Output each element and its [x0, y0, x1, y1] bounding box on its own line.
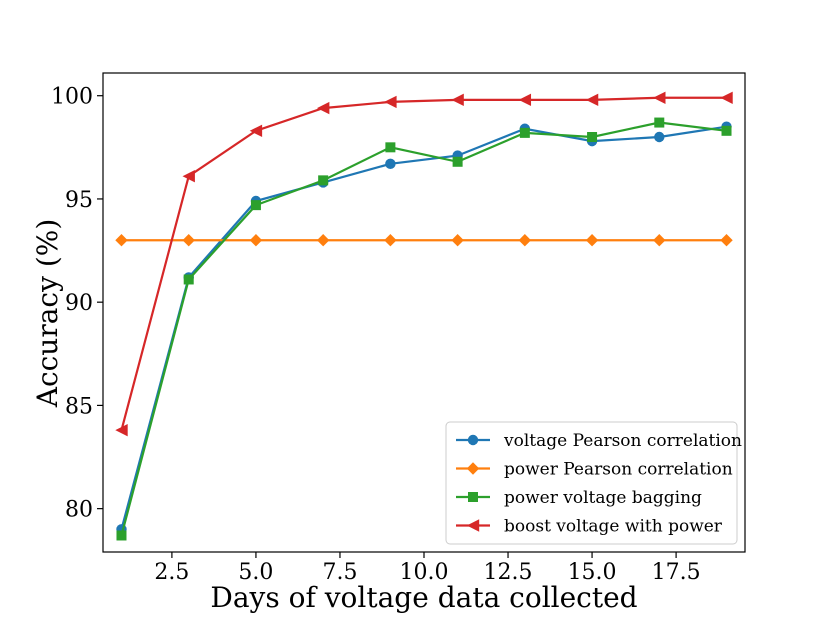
- data-point: [385, 142, 396, 153]
- data-point: [653, 234, 666, 247]
- x-tick-label: 2.5: [154, 560, 189, 585]
- data-point: [585, 234, 599, 247]
- x-tick-label: 7.5: [322, 560, 357, 585]
- data-point: [318, 175, 329, 186]
- data-point: [518, 234, 532, 247]
- legend-marker: [468, 492, 478, 502]
- data-point: [115, 234, 128, 247]
- legend: voltage Pearson correlation power Pearson…: [445, 421, 742, 545]
- data-point: [182, 234, 195, 247]
- legend-marker: [466, 462, 480, 475]
- data-point: [587, 132, 598, 143]
- data-point: [518, 93, 532, 107]
- data-point: [653, 91, 666, 104]
- x-tick-label: 10.0: [400, 560, 449, 585]
- plot-area: 2.5 5.0 7.5 10.0 12.5 15.0 17.5 80 85 90 95 100: [51, 72, 746, 585]
- legend-label: power voltage bagging: [504, 488, 702, 508]
- data-point: [654, 117, 665, 128]
- data-point: [249, 124, 263, 138]
- y-tick-label: 95: [65, 188, 93, 213]
- data-point: [654, 131, 665, 143]
- x-tick-label: 12.5: [484, 560, 533, 585]
- y-tick-label: 80: [65, 498, 93, 523]
- data-point: [721, 125, 732, 136]
- data-point: [452, 156, 463, 167]
- series-line: [120, 96, 727, 431]
- x-tick-label: 17.5: [652, 560, 701, 585]
- data-point: [451, 93, 464, 107]
- legend-label: boost voltage with power: [504, 517, 723, 537]
- series-line: [120, 121, 727, 536]
- data-point: [250, 200, 261, 211]
- data-point: [384, 95, 397, 109]
- x-tick-label: 5.0: [238, 560, 273, 585]
- data-point: [316, 101, 330, 115]
- data-point: [451, 234, 464, 247]
- legend-label: voltage Pearson correlation: [503, 431, 742, 451]
- y-tick-label: 90: [65, 291, 93, 316]
- data-point: [249, 234, 263, 247]
- data-point: [720, 91, 733, 104]
- data-point: [585, 93, 599, 107]
- x-tick-label: 15.0: [568, 560, 617, 585]
- y-tick-label: 100: [51, 85, 93, 110]
- legend-marker: [467, 434, 479, 446]
- y-axis-title: Accuracy (%): [31, 219, 64, 409]
- y-tick-label: 85: [65, 394, 93, 419]
- data-point: [385, 158, 396, 170]
- data-point: [384, 234, 397, 247]
- data-point: [116, 530, 127, 541]
- legend-label: power Pearson correlation: [504, 460, 733, 480]
- data-point: [316, 234, 330, 247]
- data-point: [182, 170, 195, 183]
- x-axis-title: Days of voltage data collected: [210, 581, 637, 614]
- data-point: [720, 234, 733, 247]
- legend-marker: [466, 519, 480, 532]
- data-point: [519, 127, 530, 138]
- data-point: [183, 274, 194, 285]
- legend-box: [445, 421, 738, 545]
- data-point: [115, 423, 128, 437]
